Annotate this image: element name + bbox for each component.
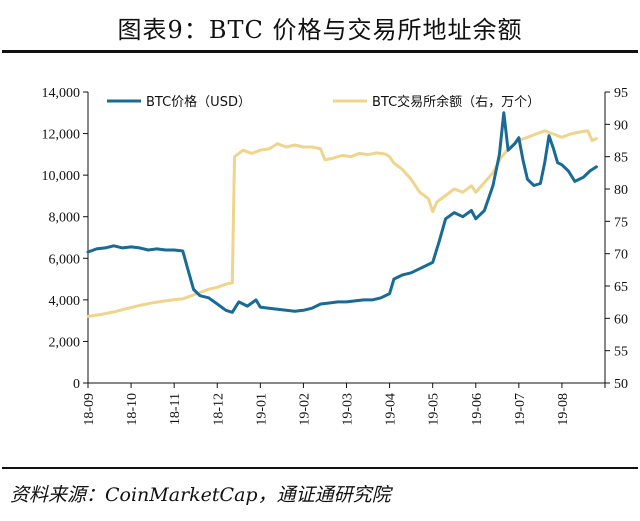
y-left-tick-label: 4,000 bbox=[49, 294, 81, 309]
btc-price-line bbox=[86, 111, 598, 314]
y-left-tick-label: 12,000 bbox=[42, 128, 81, 143]
y-right-tick-label: 60 bbox=[614, 312, 628, 327]
x-tick-label: 18-10 bbox=[125, 393, 140, 426]
y-right-tick-label: 55 bbox=[614, 345, 628, 360]
y-left-tick-label: 6,000 bbox=[49, 252, 81, 267]
x-tick-label: 18-11 bbox=[168, 393, 183, 425]
y-right-tick-label: 85 bbox=[614, 151, 628, 166]
x-tick-label: 18-09 bbox=[82, 393, 97, 426]
x-tick-label: 18-12 bbox=[211, 393, 226, 426]
x-tick-label: 19-01 bbox=[254, 393, 269, 426]
legend-label-price: BTC价格（USD） bbox=[146, 94, 251, 110]
legend-label-balance: BTC交易所余额（右，万个） bbox=[372, 94, 540, 110]
source-note: 资料来源：CoinMarketCap，通证通研究院 bbox=[10, 484, 391, 506]
chart: 0 2,000 4,000 6,000 8,000 10,000 12,000 14,000 5… bbox=[42, 86, 629, 426]
y-right-tick-label: 70 bbox=[614, 248, 628, 263]
top-divider bbox=[2, 50, 638, 53]
page-title: 图表9：BTC 价格与交易所地址余额 bbox=[117, 16, 523, 44]
y-right-tick-label: 65 bbox=[614, 280, 628, 295]
x-tick-label: 19-06 bbox=[470, 393, 485, 426]
x-tick-label: 19-02 bbox=[297, 393, 312, 426]
y-right-tick-label: 50 bbox=[614, 377, 628, 392]
y-right-tick-label: 95 bbox=[614, 86, 628, 101]
x-tick-label: 19-08 bbox=[556, 393, 571, 426]
y-right-tick-label: 75 bbox=[614, 215, 628, 230]
y-right-tick-label: 90 bbox=[614, 118, 628, 133]
bottom-divider bbox=[2, 467, 638, 469]
y-right-tick-label: 80 bbox=[614, 183, 628, 198]
y-left-tick-label: 8,000 bbox=[49, 211, 81, 226]
y-left-tick-label: 2,000 bbox=[49, 335, 81, 350]
x-tick-label: 19-05 bbox=[427, 393, 442, 426]
y-left-tick-label: 10,000 bbox=[42, 169, 81, 184]
x-tick-label: 19-04 bbox=[384, 393, 399, 426]
x-tick-label: 19-03 bbox=[341, 393, 356, 426]
y-left-tick-label: 14,000 bbox=[42, 86, 81, 101]
exchange-balance-line bbox=[86, 129, 598, 318]
y-left-tick-label: 0 bbox=[73, 377, 80, 392]
x-tick-label: 19-07 bbox=[513, 393, 528, 426]
